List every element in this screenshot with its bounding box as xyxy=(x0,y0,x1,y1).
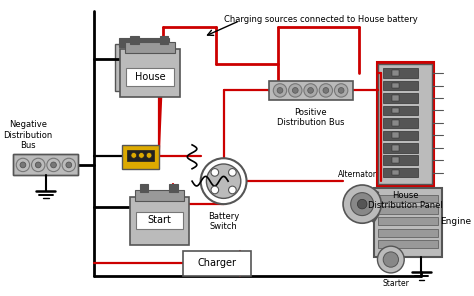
Bar xyxy=(383,106,418,115)
Text: Positive
Distribution Bus: Positive Distribution Bus xyxy=(277,108,344,127)
Bar xyxy=(130,36,138,44)
Bar xyxy=(392,157,400,163)
Circle shape xyxy=(357,199,367,209)
Circle shape xyxy=(201,158,246,204)
Circle shape xyxy=(51,162,56,168)
Bar xyxy=(383,81,418,90)
Circle shape xyxy=(66,162,72,168)
Bar xyxy=(125,42,175,53)
Text: Alternator: Alternator xyxy=(338,170,377,179)
Bar xyxy=(392,95,400,101)
Circle shape xyxy=(273,84,287,97)
Bar xyxy=(378,240,438,248)
Bar xyxy=(383,155,418,165)
Circle shape xyxy=(308,88,313,93)
Circle shape xyxy=(304,84,317,97)
Circle shape xyxy=(138,152,144,158)
Bar xyxy=(122,145,159,169)
Bar xyxy=(120,49,180,97)
Bar xyxy=(392,70,400,76)
Circle shape xyxy=(319,84,333,97)
Circle shape xyxy=(211,186,219,194)
Bar xyxy=(383,168,418,177)
Bar xyxy=(392,120,400,126)
Bar xyxy=(13,155,78,176)
Circle shape xyxy=(36,162,41,168)
Bar xyxy=(126,68,174,86)
Bar xyxy=(374,188,442,257)
Text: Start: Start xyxy=(147,215,172,225)
Bar xyxy=(383,68,418,78)
Bar xyxy=(13,155,78,176)
Bar xyxy=(392,170,400,176)
Text: Battery
Switch: Battery Switch xyxy=(208,212,239,231)
Circle shape xyxy=(335,84,348,97)
Bar xyxy=(136,212,183,229)
Circle shape xyxy=(32,158,45,172)
Bar xyxy=(378,229,438,237)
Circle shape xyxy=(146,152,152,158)
Bar xyxy=(383,143,418,152)
Text: Charger: Charger xyxy=(197,258,237,268)
Bar xyxy=(383,118,418,128)
Bar xyxy=(127,150,154,161)
Circle shape xyxy=(228,186,236,194)
Bar xyxy=(115,44,174,91)
Bar xyxy=(376,62,434,186)
Circle shape xyxy=(62,158,75,172)
Bar xyxy=(383,131,418,140)
Bar xyxy=(119,38,169,47)
Bar xyxy=(392,83,400,89)
Circle shape xyxy=(351,193,374,215)
Circle shape xyxy=(383,252,399,267)
Bar xyxy=(182,251,251,276)
Circle shape xyxy=(211,169,219,176)
Circle shape xyxy=(131,152,137,158)
Bar xyxy=(378,64,432,184)
Circle shape xyxy=(20,162,26,168)
Bar xyxy=(139,184,148,192)
Text: House
Distribution Panel: House Distribution Panel xyxy=(368,191,443,210)
Bar xyxy=(269,81,353,100)
Circle shape xyxy=(323,88,329,93)
Circle shape xyxy=(277,88,283,93)
Bar xyxy=(392,145,400,151)
Bar xyxy=(160,36,168,44)
Circle shape xyxy=(206,164,241,198)
Circle shape xyxy=(343,185,381,223)
Circle shape xyxy=(16,158,29,172)
Circle shape xyxy=(47,158,60,172)
Bar xyxy=(392,132,400,138)
Circle shape xyxy=(338,88,344,93)
Bar xyxy=(130,197,189,245)
Text: House: House xyxy=(135,72,165,82)
Bar xyxy=(135,190,184,201)
Bar xyxy=(392,108,400,113)
Text: Starter: Starter xyxy=(382,279,409,288)
Bar xyxy=(383,93,418,103)
Text: Negative
Distribution
Bus: Negative Distribution Bus xyxy=(3,120,52,150)
Circle shape xyxy=(292,88,298,93)
Text: Engine: Engine xyxy=(440,217,472,226)
Bar xyxy=(378,206,438,214)
Circle shape xyxy=(377,246,404,273)
Text: Charging sources connected to House battery: Charging sources connected to House batt… xyxy=(224,15,418,24)
Circle shape xyxy=(228,169,236,176)
Bar xyxy=(169,184,178,192)
Bar xyxy=(378,194,438,202)
Bar xyxy=(378,218,438,225)
Circle shape xyxy=(289,84,302,97)
